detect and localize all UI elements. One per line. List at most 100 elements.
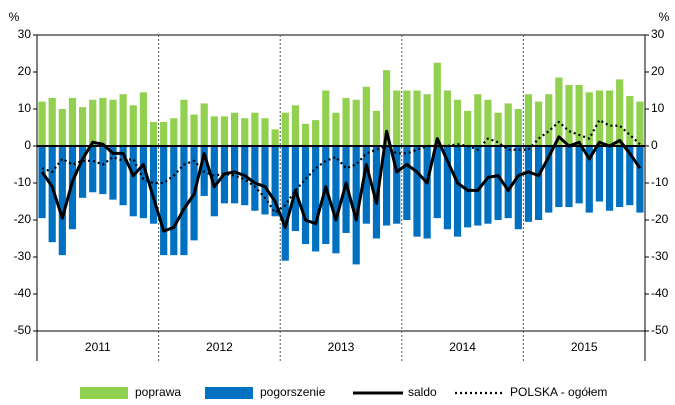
bar [119, 146, 127, 206]
bar [170, 146, 178, 256]
bar [301, 123, 310, 146]
bar [504, 146, 512, 219]
bar [393, 90, 401, 146]
bar [575, 146, 583, 204]
bar [626, 146, 634, 206]
bar [332, 112, 340, 146]
legend-label: poprawa [135, 385, 181, 399]
bar [291, 146, 299, 232]
bar [535, 101, 543, 146]
y-unit-right: % [659, 10, 670, 24]
x-group-label: 2011 [85, 340, 111, 354]
legend-swatch [80, 387, 128, 399]
bar [474, 94, 482, 146]
bar [504, 103, 512, 146]
bar [383, 146, 391, 226]
bar [443, 90, 451, 146]
bar [342, 97, 350, 146]
bar [129, 146, 137, 217]
bar [89, 146, 97, 193]
bar [200, 103, 208, 146]
x-group-label: 2012 [206, 340, 233, 354]
bar [180, 99, 188, 146]
x-group-label: 2015 [571, 340, 598, 354]
bar [605, 90, 614, 146]
bar [251, 112, 259, 146]
bar [149, 121, 158, 146]
bar [271, 129, 279, 146]
bar [38, 101, 46, 146]
bar [524, 94, 533, 146]
y-tick-label: 20 [18, 64, 32, 78]
bar [494, 146, 502, 220]
bar [433, 146, 441, 219]
bar [79, 146, 87, 198]
bar [251, 146, 259, 211]
bar [585, 146, 593, 213]
bar [453, 146, 462, 237]
y2-tick-label: -50 [651, 323, 669, 337]
y-tick-label: 0 [24, 138, 31, 152]
bar [48, 146, 56, 243]
bar [372, 110, 381, 146]
y-tick-label: -50 [14, 323, 32, 337]
bar [636, 101, 644, 146]
bar [494, 112, 502, 146]
bar [423, 146, 431, 239]
x-group-label: 2014 [449, 340, 476, 354]
bar [535, 146, 543, 220]
bar [301, 146, 310, 245]
bar [129, 105, 137, 146]
bar [403, 146, 411, 220]
bar [89, 99, 97, 146]
y2-tick-label: 0 [651, 138, 658, 152]
bar [190, 114, 198, 146]
bar [281, 146, 289, 261]
bar [383, 70, 391, 146]
bar [413, 90, 421, 146]
bar [464, 146, 472, 228]
bar [636, 146, 644, 213]
y-tick-label: -20 [14, 212, 32, 226]
bar [58, 109, 66, 146]
bar [545, 146, 553, 213]
x-group-label: 2013 [328, 340, 355, 354]
bar [423, 94, 431, 146]
bar [352, 99, 360, 146]
plot-frame [36, 34, 646, 332]
bar [160, 121, 168, 146]
bar [443, 146, 451, 230]
y2-tick-label: -10 [651, 175, 669, 189]
bar [109, 99, 117, 146]
bar [524, 146, 533, 222]
bar [261, 118, 269, 146]
bar [514, 146, 522, 230]
bar [281, 112, 289, 146]
bar [312, 146, 320, 252]
bar [271, 146, 279, 217]
bar [393, 146, 401, 224]
bar [68, 97, 77, 146]
bar [474, 146, 482, 226]
bar [545, 94, 553, 146]
bar [261, 146, 269, 215]
bar [210, 146, 218, 217]
bar [139, 92, 147, 146]
y-tick-label: -40 [14, 286, 32, 300]
y-tick-label: 10 [18, 101, 32, 115]
bar [595, 146, 603, 202]
y2-tick-label: 10 [651, 101, 665, 115]
bar [372, 146, 381, 239]
y2-tick-label: -30 [651, 249, 669, 263]
y2-tick-label: -40 [651, 286, 669, 300]
bar [231, 146, 239, 204]
bar [99, 146, 107, 195]
bar [68, 146, 77, 230]
bar [332, 146, 340, 254]
bar [362, 146, 370, 224]
bar [38, 146, 46, 219]
bar [119, 94, 127, 146]
bar [626, 96, 634, 146]
bar [565, 84, 573, 146]
